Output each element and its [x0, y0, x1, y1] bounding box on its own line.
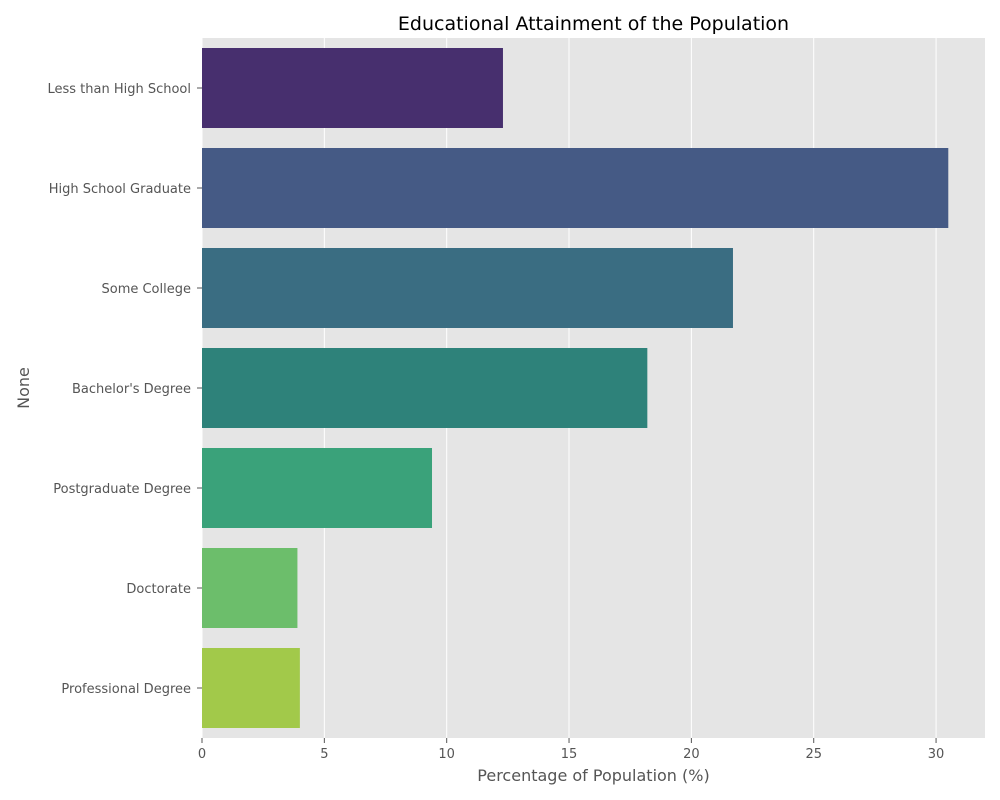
y-tick-label: High School Graduate [49, 182, 191, 197]
y-tick-labels: Less than High School High School Graduat… [47, 82, 202, 697]
chart-title: Educational Attainment of the Population [398, 13, 789, 35]
y-tick-label: Bachelor's Degree [72, 382, 191, 397]
x-tick-label: 15 [561, 747, 578, 762]
bars-group [202, 48, 949, 728]
x-axis-label: Percentage of Population (%) [477, 766, 709, 785]
x-tick-label: 5 [320, 747, 328, 762]
x-tick-label: 0 [198, 747, 206, 762]
x-tick-label: 10 [438, 747, 455, 762]
bar [202, 448, 433, 528]
x-tick-label: 30 [928, 747, 945, 762]
y-tick-label: Less than High School [47, 82, 191, 97]
y-tick-label: Professional Degree [61, 682, 191, 697]
x-tick-labels: 0 5 10 15 20 25 30 [198, 738, 944, 762]
bar [202, 148, 949, 228]
y-tick-label: Postgraduate Degree [53, 482, 191, 497]
bar [202, 348, 648, 428]
bar [202, 648, 300, 728]
y-axis-label: None [14, 367, 33, 409]
bar [202, 248, 733, 328]
y-tick-label: Some College [101, 282, 191, 297]
x-tick-label: 20 [683, 747, 700, 762]
bar [202, 48, 503, 128]
bar [202, 548, 298, 628]
x-tick-label: 25 [805, 747, 822, 762]
y-tick-label: Doctorate [126, 582, 191, 597]
